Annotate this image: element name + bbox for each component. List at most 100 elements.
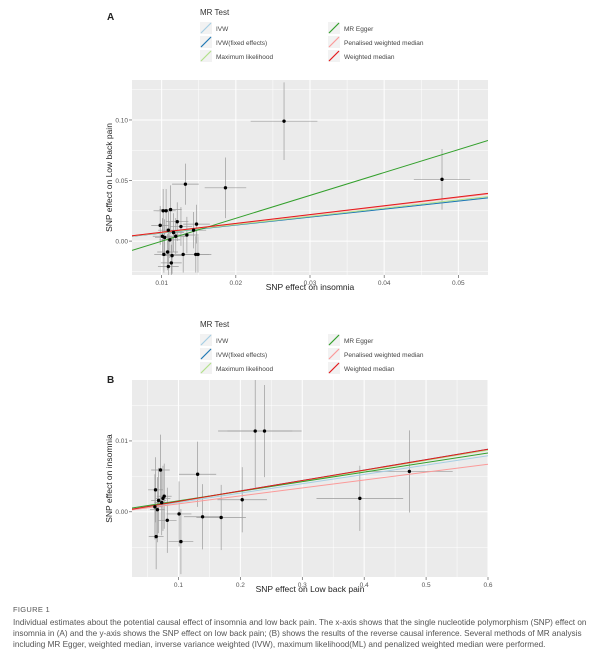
data-point	[162, 235, 167, 240]
x-tick-label: 0.02	[230, 280, 243, 287]
x-tick-label: 0.1	[174, 582, 183, 589]
figure: A MR Test IVW MR Egger IVW(fixed effects) Pen…	[104, 8, 493, 594]
legend-key-line	[328, 348, 340, 360]
data-point	[181, 252, 185, 257]
data-point	[158, 468, 163, 472]
legend-label: IVW(fixed effects)	[216, 352, 267, 359]
y-tick-label: 0.10	[115, 117, 128, 124]
legend-key-line	[328, 36, 340, 48]
regression-line	[132, 196, 488, 237]
data-point	[153, 505, 157, 509]
data-point	[156, 498, 161, 503]
data-point	[253, 429, 257, 433]
y-axis-label: SNP effect on Low back pain	[104, 123, 114, 232]
figure-label: FIGURE 1	[13, 605, 50, 614]
data-point	[262, 429, 267, 433]
data-point	[161, 496, 165, 501]
legend-key-line	[200, 50, 212, 62]
legend-label: Maximum likelihood	[216, 54, 273, 61]
data-point	[171, 230, 176, 235]
x-tick-label: 0.5	[422, 582, 431, 589]
legend-label: Weighted median	[344, 366, 395, 373]
data-point	[196, 252, 200, 257]
data-point	[160, 500, 164, 505]
regression-lines	[132, 140, 488, 251]
data-point	[223, 186, 228, 190]
x-tick-label: 0.05	[452, 280, 465, 287]
legend-item: Penalised weighted median	[328, 348, 424, 360]
legend-key-line	[200, 362, 212, 374]
data-point	[154, 534, 158, 539]
points	[158, 119, 444, 269]
legend-label: MR Egger	[344, 26, 374, 33]
legend-key-line	[200, 348, 212, 360]
x-tick-label: 0.01	[155, 280, 168, 287]
legend-item: IVW	[200, 334, 229, 346]
legend-label: Maximum likelihood	[216, 366, 273, 373]
y-axis-label: SNP effect on insomnia	[104, 434, 114, 523]
data-point	[240, 498, 244, 502]
data-point	[166, 264, 171, 269]
plot-background	[132, 380, 488, 577]
points	[153, 429, 412, 544]
legend-label: MR Egger	[344, 338, 374, 345]
legend-label: Penalised weighted median	[344, 352, 424, 359]
data-point	[407, 469, 412, 474]
data-point	[179, 539, 183, 544]
regression-lines	[132, 448, 488, 511]
legend: MR Test IVW MR Egger IVW(fixed effects) Pena…	[200, 320, 424, 374]
data-point	[177, 512, 181, 516]
legend-item: IVW(fixed effects)	[200, 36, 267, 48]
x-axis-label: SNP effect on insomnia	[266, 282, 355, 292]
data-point	[170, 253, 174, 258]
y-tick-label: 0.00	[115, 509, 128, 516]
data-point	[219, 515, 223, 520]
y-tick-label: 0.00	[115, 238, 128, 245]
legend-label: IVW	[216, 338, 229, 345]
chart-panel-a: A MR Test IVW MR Egger IVW(fixed effects) Pen…	[104, 8, 488, 292]
data-point	[162, 252, 166, 257]
legend-key-line	[328, 22, 340, 34]
legend-item: Weighted median	[328, 50, 395, 62]
legend-item: IVW(fixed effects)	[200, 348, 267, 360]
legend-title: MR Test	[200, 320, 230, 329]
data-point	[195, 472, 200, 476]
legend-label: Penalised weighted median	[344, 40, 424, 47]
data-point	[179, 224, 183, 229]
y-tick-label: 0.01	[115, 438, 128, 445]
y-tick-label: 0.05	[115, 178, 128, 185]
data-point	[153, 488, 158, 492]
data-point	[164, 209, 168, 213]
legend-item: MR Egger	[328, 334, 374, 346]
data-point	[165, 518, 169, 523]
figure-caption: FIGURE 1 Individual estimates about the …	[13, 604, 591, 650]
legend-label: Weighted median	[344, 54, 395, 61]
data-point	[158, 223, 162, 228]
legend-label: IVW(fixed effects)	[216, 40, 267, 47]
x-tick-label: 0.6	[483, 582, 492, 589]
x-tick-label: 0.03	[304, 280, 317, 287]
legend-item: Weighted median	[328, 362, 395, 374]
legend-item: IVW	[200, 22, 229, 34]
legend-key-line	[200, 36, 212, 48]
legend-key-line	[328, 334, 340, 346]
data-point	[155, 507, 160, 512]
panel-label: B	[107, 375, 114, 386]
gridlines	[132, 380, 488, 577]
data-point	[282, 119, 286, 123]
legend-item: Maximum likelihood	[200, 362, 273, 374]
gridlines	[132, 80, 488, 275]
data-point	[185, 233, 189, 237]
x-tick-label: 0.2	[236, 582, 245, 589]
legend-item: Penalised weighted median	[328, 36, 424, 48]
regression-line	[132, 448, 488, 510]
legend-key-line	[200, 22, 212, 34]
data-point	[191, 228, 196, 232]
legend-key-line	[328, 50, 340, 62]
regression-line	[132, 140, 488, 251]
chart-panel-b: B MR Test IVW MR Egger IVW(fixed effects) Pen…	[104, 320, 493, 594]
data-point	[174, 234, 178, 238]
data-point	[161, 209, 165, 213]
regression-line	[132, 463, 488, 511]
x-tick-label: 0.04	[378, 280, 391, 287]
